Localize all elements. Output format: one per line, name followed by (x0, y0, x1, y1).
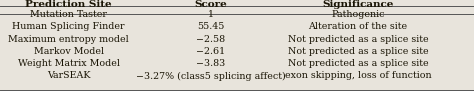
Text: Markov Model: Markov Model (34, 47, 104, 56)
Text: Pathogenic: Pathogenic (331, 10, 384, 19)
Text: 55.45: 55.45 (197, 22, 225, 31)
Text: −3.83: −3.83 (196, 59, 226, 68)
Text: Significance: Significance (322, 0, 393, 9)
Text: Score: Score (194, 0, 228, 9)
Text: −3.27% (class5 splicing affect): −3.27% (class5 splicing affect) (136, 71, 286, 81)
Text: Human Splicing Finder: Human Splicing Finder (12, 22, 125, 31)
Text: Weight Matrix Model: Weight Matrix Model (18, 59, 120, 68)
Text: Not predicted as a splice site: Not predicted as a splice site (288, 47, 428, 56)
Text: Maximum entropy model: Maximum entropy model (9, 35, 129, 44)
Text: Alteration of the site: Alteration of the site (308, 22, 408, 31)
Text: exon skipping, loss of function: exon skipping, loss of function (284, 72, 431, 80)
Text: Not predicted as a splice site: Not predicted as a splice site (288, 35, 428, 44)
Text: VarSEAK: VarSEAK (47, 72, 91, 80)
Text: −2.61: −2.61 (196, 47, 226, 56)
Text: Mutation Taster: Mutation Taster (30, 10, 107, 19)
Text: 1: 1 (208, 10, 214, 19)
Text: Prediction Site: Prediction Site (26, 0, 112, 9)
Text: Not predicted as a splice site: Not predicted as a splice site (288, 59, 428, 68)
Text: −2.58: −2.58 (196, 35, 226, 44)
